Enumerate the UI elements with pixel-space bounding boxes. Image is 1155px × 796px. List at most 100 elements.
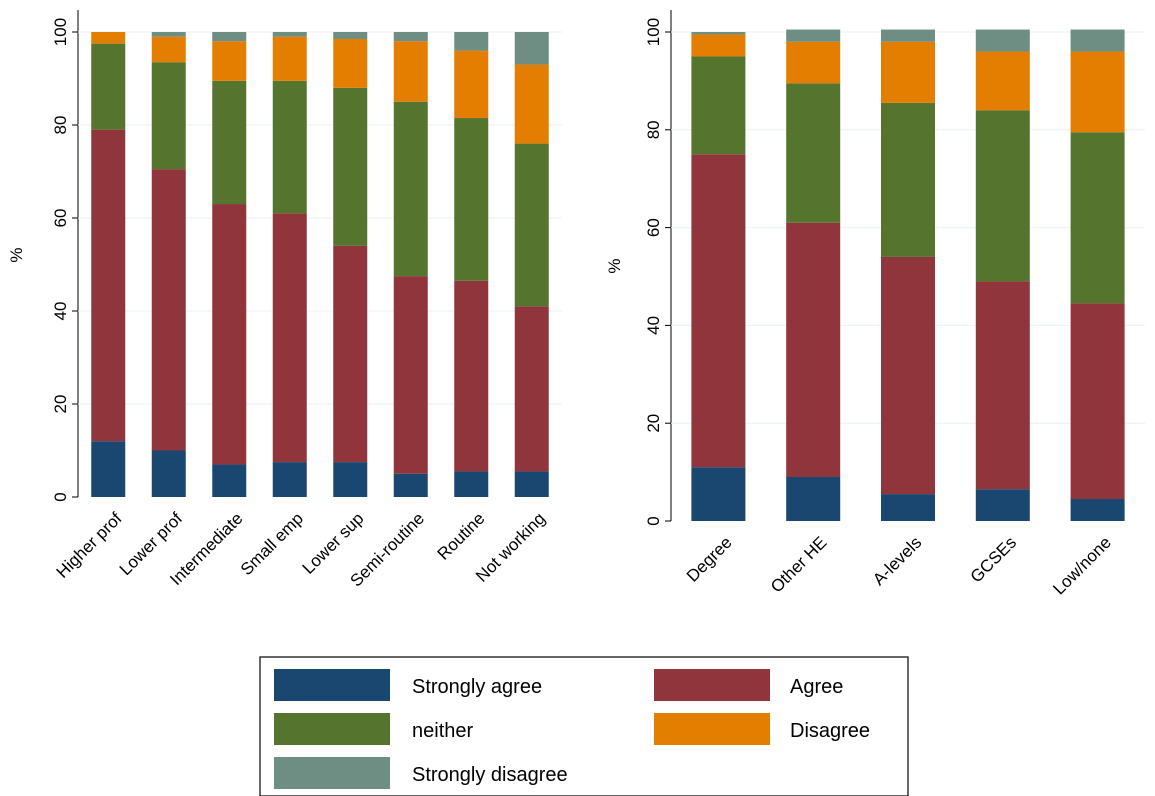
bar-higher-prof-agree bbox=[91, 129, 126, 442]
bar-small-emp-strongly-agree bbox=[272, 462, 307, 497]
bar-gcses-strongly-agree bbox=[975, 489, 1030, 521]
bar-routine-strongly-agree bbox=[454, 471, 489, 497]
bar-not-working-strongly-disagree bbox=[514, 32, 549, 65]
bar-small-emp-strongly-disagree bbox=[272, 32, 307, 37]
y-tick-label: 20 bbox=[644, 414, 663, 433]
bar-semi-routine-strongly-agree bbox=[393, 473, 428, 497]
y-tick-label: 20 bbox=[51, 395, 70, 414]
bar-a-levels-neither bbox=[881, 102, 935, 257]
y-axis-title: % bbox=[605, 258, 624, 273]
bar-other-he-strongly-agree bbox=[786, 476, 841, 521]
legend-label-strongly-agree: Strongly agree bbox=[412, 676, 542, 698]
x-tick-label-low-none: Low/none bbox=[1049, 533, 1115, 599]
y-tick-label: 40 bbox=[51, 302, 70, 321]
bar-degree-agree bbox=[691, 154, 746, 468]
y-axis-title: % bbox=[7, 247, 26, 262]
legend-label-neither: neither bbox=[412, 720, 473, 742]
bar-other-he-disagree bbox=[786, 41, 841, 84]
bar-degree-neither bbox=[691, 56, 746, 155]
bar-gcses-strongly-disagree bbox=[975, 29, 1030, 52]
bar-routine-neither bbox=[454, 118, 489, 281]
y-tick-label: 60 bbox=[644, 218, 663, 237]
bar-small-emp-agree bbox=[272, 213, 307, 463]
y-tick-label: 80 bbox=[51, 116, 70, 135]
y-tick-label: 60 bbox=[51, 209, 70, 228]
legend: Strongly agree Agree neither Disagree St… bbox=[259, 656, 909, 796]
bar-small-emp-disagree bbox=[272, 36, 307, 81]
bar-lower-prof-agree bbox=[151, 169, 186, 451]
bar-low-none-strongly-disagree bbox=[1070, 29, 1125, 52]
bar-semi-routine-strongly-disagree bbox=[393, 32, 428, 42]
bar-a-levels-strongly-disagree bbox=[881, 29, 935, 42]
bar-degree-disagree bbox=[691, 34, 746, 57]
bar-not-working-disagree bbox=[514, 64, 549, 144]
legend-swatch-strongly-agree bbox=[274, 669, 390, 701]
bar-intermediate-strongly-disagree bbox=[212, 32, 247, 42]
bar-gcses-disagree bbox=[975, 51, 1030, 111]
bar-intermediate-disagree bbox=[212, 41, 247, 81]
x-tick-label-small-emp: Small emp bbox=[237, 509, 307, 579]
education-chart: 0 20 40 60 80 100% Degree Other HE A-levels GCSEs… bbox=[605, 10, 1145, 598]
x-tick-label-higher-prof: Higher prof bbox=[53, 509, 126, 582]
bar-lower-sup-strongly-disagree bbox=[333, 32, 368, 39]
bar-lower-sup-disagree bbox=[333, 38, 368, 88]
bar-lower-sup-strongly-agree bbox=[333, 462, 368, 497]
bar-not-working-agree bbox=[514, 306, 549, 472]
x-tick-label-a-levels: A-levels bbox=[869, 533, 925, 589]
bar-semi-routine-disagree bbox=[393, 41, 428, 102]
bar-a-levels-disagree bbox=[881, 41, 935, 103]
x-tick-label-gcses: GCSEs bbox=[967, 533, 1021, 587]
y-tick-label: 40 bbox=[644, 316, 663, 335]
y-tick-label: 0 bbox=[644, 516, 663, 525]
bar-low-none-agree bbox=[1070, 303, 1125, 499]
bar-intermediate-agree bbox=[212, 204, 247, 465]
bar-a-levels-agree bbox=[881, 256, 935, 495]
y-tick-label: 100 bbox=[644, 18, 663, 46]
x-tick-label-degree: Degree bbox=[683, 533, 736, 586]
bar-not-working-neither bbox=[514, 143, 549, 307]
bar-gcses-agree bbox=[975, 281, 1030, 490]
bar-a-levels-strongly-agree bbox=[881, 494, 935, 521]
bar-lower-sup-agree bbox=[333, 245, 368, 463]
bar-low-none-strongly-agree bbox=[1070, 498, 1125, 521]
legend-label-strongly-disagree: Strongly disagree bbox=[412, 764, 568, 786]
x-tick-label-other-he: Other HE bbox=[767, 533, 831, 597]
bar-other-he-strongly-disagree bbox=[786, 29, 841, 42]
bar-lower-prof-disagree bbox=[151, 36, 186, 63]
bar-routine-disagree bbox=[454, 50, 489, 119]
y-tick-label: 80 bbox=[644, 120, 663, 139]
legend-swatch-neither bbox=[274, 713, 390, 745]
bar-routine-strongly-disagree bbox=[454, 32, 489, 51]
bar-lower-sup-neither bbox=[333, 87, 368, 246]
bar-gcses-neither bbox=[975, 110, 1030, 282]
legend-swatch-strongly-disagree bbox=[274, 757, 390, 789]
bar-other-he-agree bbox=[786, 222, 841, 477]
bar-lower-prof-strongly-disagree bbox=[151, 32, 186, 37]
bar-low-none-neither bbox=[1070, 132, 1125, 304]
legend-label-disagree: Disagree bbox=[790, 720, 870, 742]
bar-intermediate-neither bbox=[212, 80, 247, 205]
bar-routine-agree bbox=[454, 280, 489, 472]
bar-higher-prof-neither bbox=[91, 43, 126, 130]
bar-intermediate-strongly-agree bbox=[212, 464, 247, 497]
bar-semi-routine-agree bbox=[393, 276, 428, 474]
bar-lower-prof-neither bbox=[151, 62, 186, 170]
bar-other-he-neither bbox=[786, 83, 841, 223]
y-tick-label: 100 bbox=[51, 18, 70, 46]
legend-swatch-agree bbox=[654, 669, 770, 701]
bar-degree-strongly-agree bbox=[691, 467, 746, 521]
bar-higher-prof-strongly-agree bbox=[91, 441, 126, 497]
x-tick-label-routine: Routine bbox=[434, 509, 489, 564]
bar-degree-strongly-disagree bbox=[691, 32, 746, 35]
y-tick-label: 0 bbox=[51, 492, 70, 501]
bar-semi-routine-neither bbox=[393, 101, 428, 277]
legend-swatch-disagree bbox=[654, 713, 770, 745]
legend-label-agree: Agree bbox=[790, 676, 843, 698]
bar-higher-prof-disagree bbox=[91, 32, 126, 44]
bar-small-emp-neither bbox=[272, 80, 307, 214]
bar-lower-prof-strongly-agree bbox=[151, 450, 186, 497]
bar-low-none-disagree bbox=[1070, 51, 1125, 133]
bar-not-working-strongly-agree bbox=[514, 471, 549, 497]
